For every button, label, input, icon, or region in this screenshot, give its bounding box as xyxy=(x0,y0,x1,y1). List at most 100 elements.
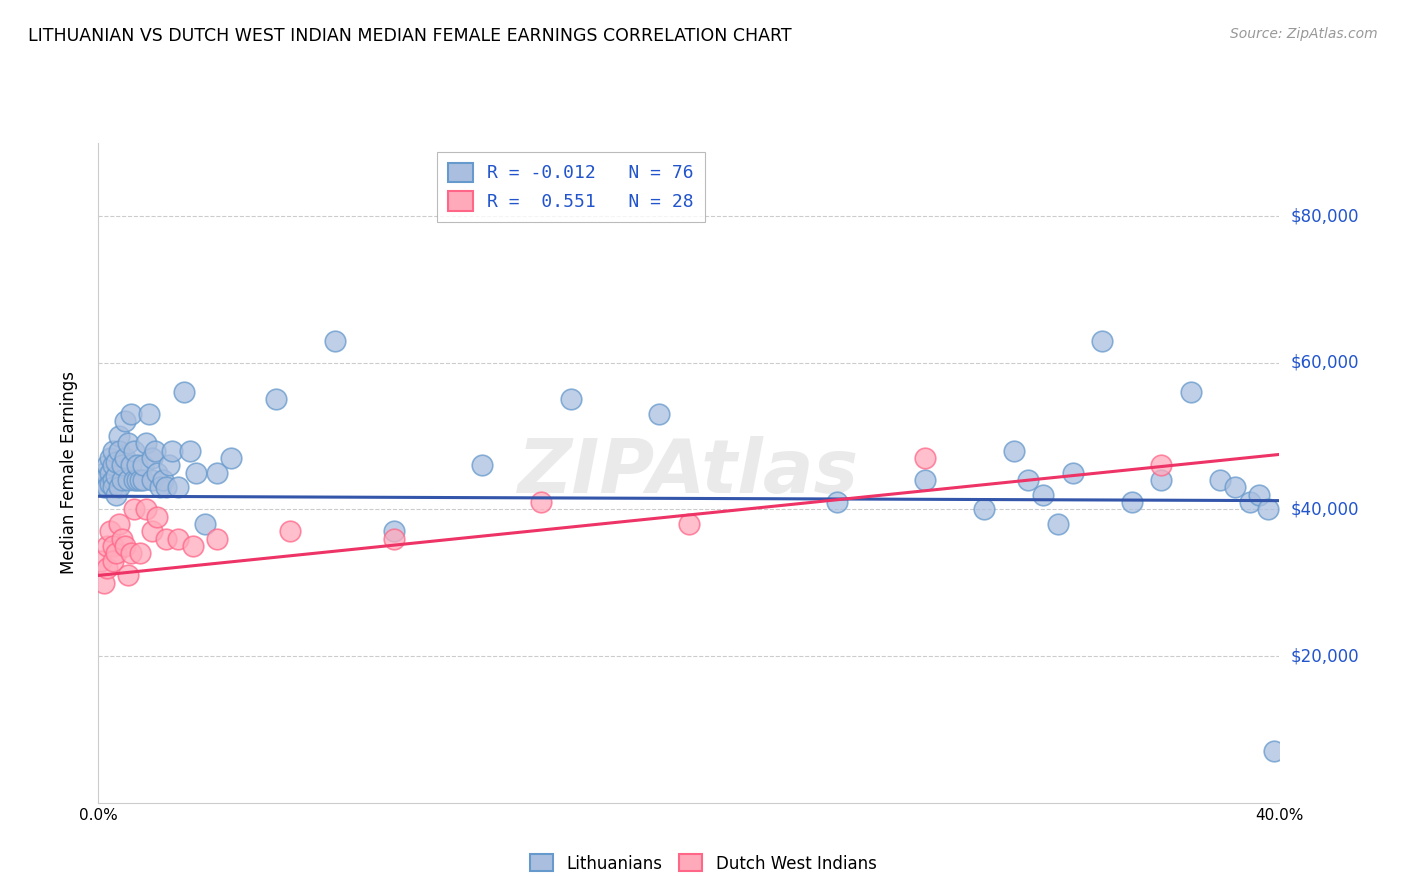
Point xyxy=(143,443,166,458)
Point xyxy=(122,473,145,487)
Point xyxy=(1032,488,1054,502)
Point xyxy=(98,451,121,466)
Point xyxy=(382,524,405,539)
Point xyxy=(103,480,125,494)
Point xyxy=(471,458,494,473)
Point xyxy=(1062,466,1084,480)
Point xyxy=(1180,385,1202,400)
Point xyxy=(1046,517,1069,532)
Text: $20,000: $20,000 xyxy=(1291,647,1360,665)
Text: Source: ZipAtlas.com: Source: ZipAtlas.com xyxy=(1230,27,1378,41)
Point xyxy=(108,517,131,532)
Point xyxy=(108,443,131,458)
Point xyxy=(93,466,115,480)
Point xyxy=(132,458,155,473)
Point xyxy=(132,473,155,487)
Point xyxy=(1017,473,1039,487)
Point xyxy=(125,473,148,487)
Point xyxy=(111,458,134,473)
Point xyxy=(98,466,121,480)
Point xyxy=(149,480,172,494)
Point xyxy=(167,480,190,494)
Legend: R = -0.012   N = 76, R =  0.551   N = 28: R = -0.012 N = 76, R = 0.551 N = 28 xyxy=(437,152,704,222)
Point xyxy=(90,473,112,487)
Point xyxy=(122,443,145,458)
Point xyxy=(93,480,115,494)
Point xyxy=(141,451,163,466)
Point xyxy=(122,502,145,516)
Point xyxy=(128,546,150,560)
Point xyxy=(103,554,125,568)
Point xyxy=(146,509,169,524)
Point xyxy=(1091,334,1114,348)
Point xyxy=(103,443,125,458)
Point xyxy=(114,414,136,428)
Point xyxy=(560,392,582,407)
Point xyxy=(648,407,671,421)
Point xyxy=(103,539,125,553)
Point xyxy=(125,458,148,473)
Point xyxy=(98,524,121,539)
Point xyxy=(141,473,163,487)
Point xyxy=(103,458,125,473)
Point xyxy=(96,458,118,473)
Point xyxy=(117,436,139,450)
Point xyxy=(103,473,125,487)
Point xyxy=(120,407,142,421)
Point xyxy=(1223,480,1246,494)
Point xyxy=(1239,495,1261,509)
Point xyxy=(167,532,190,546)
Point xyxy=(96,539,118,553)
Point xyxy=(120,458,142,473)
Y-axis label: Median Female Earnings: Median Female Earnings xyxy=(59,371,77,574)
Point xyxy=(111,532,134,546)
Point xyxy=(128,473,150,487)
Point xyxy=(155,532,177,546)
Point xyxy=(205,466,228,480)
Point xyxy=(323,334,346,348)
Point xyxy=(96,480,118,494)
Point xyxy=(157,458,180,473)
Point xyxy=(205,532,228,546)
Point xyxy=(135,436,157,450)
Point xyxy=(93,575,115,590)
Point xyxy=(1257,502,1279,516)
Point xyxy=(194,517,217,532)
Text: ZIPAtlas: ZIPAtlas xyxy=(519,436,859,509)
Point xyxy=(138,407,160,421)
Point xyxy=(114,451,136,466)
Point xyxy=(105,469,128,483)
Point xyxy=(1247,488,1270,502)
Point xyxy=(530,495,553,509)
Point xyxy=(219,451,242,466)
Point xyxy=(1209,473,1232,487)
Point xyxy=(141,524,163,539)
Point xyxy=(117,568,139,582)
Point xyxy=(152,473,174,487)
Point xyxy=(105,488,128,502)
Point xyxy=(914,473,936,487)
Text: $60,000: $60,000 xyxy=(1291,354,1360,372)
Point xyxy=(184,466,207,480)
Point xyxy=(1002,443,1025,458)
Point xyxy=(135,502,157,516)
Point xyxy=(90,554,112,568)
Point xyxy=(1150,473,1173,487)
Point xyxy=(973,502,995,516)
Point xyxy=(120,546,142,560)
Point xyxy=(914,451,936,466)
Point xyxy=(105,455,128,469)
Point xyxy=(96,561,118,575)
Point xyxy=(96,469,118,483)
Point xyxy=(264,392,287,407)
Legend: Lithuanians, Dutch West Indians: Lithuanians, Dutch West Indians xyxy=(523,847,883,880)
Point xyxy=(108,429,131,443)
Point xyxy=(146,466,169,480)
Point xyxy=(98,476,121,491)
Point xyxy=(108,480,131,494)
Point xyxy=(1121,495,1143,509)
Point xyxy=(1150,458,1173,473)
Point xyxy=(162,443,183,458)
Point xyxy=(825,495,848,509)
Point xyxy=(382,532,405,546)
